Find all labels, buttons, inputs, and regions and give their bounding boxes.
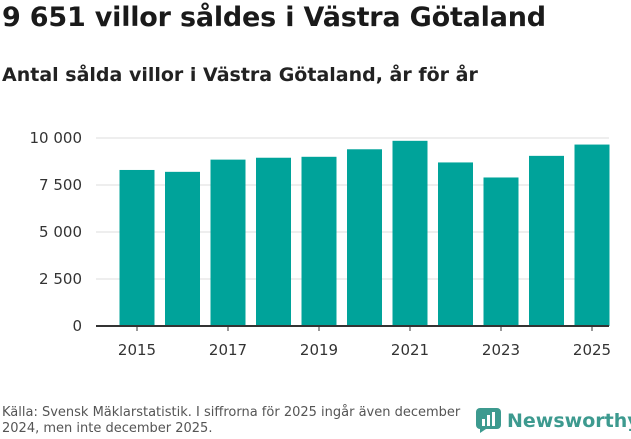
x-tick-label: 2019 [300,341,338,359]
chart-subtitle: Antal sålda villor i Västra Götaland, år… [2,64,478,86]
x-tick-label: 2025 [573,341,611,359]
chart-title: 9 651 villor såldes i Västra Götaland [2,2,546,33]
y-tick-label: 2 500 [39,270,82,288]
bars [119,140,610,326]
bar-2015[interactable] [119,169,155,326]
source-note: Källa: Svensk Mäklarstatistik. I siffror… [2,405,461,436]
y-axis-ticks: 0 2 500 5 000 7 500 10 000 [30,129,83,335]
y-tick-label: 7 500 [39,176,82,194]
x-tick-label: 2015 [118,341,156,359]
newsworthy-logo-icon [476,408,501,433]
x-tick-label: 2023 [482,341,520,359]
logo-text: Newsworthy [507,409,631,432]
x-axis-ticks: 2015 2017 2019 2021 2023 2025 [118,326,611,359]
y-tick-label: 0 [72,317,82,335]
bar-2022[interactable] [438,162,473,326]
y-tick-label: 10 000 [30,129,83,147]
bar-2017[interactable] [210,159,246,326]
bar-2018[interactable] [256,157,291,326]
x-tick-label: 2021 [391,341,429,359]
newsworthy-logo[interactable]: Newsworthy [476,408,631,433]
bar-2016[interactable] [165,171,200,326]
bar-2023[interactable] [483,177,519,326]
bar-2021[interactable] [392,140,428,326]
bar-2024[interactable] [529,155,564,326]
bar-2019[interactable] [301,156,337,326]
y-tick-label: 5 000 [39,223,82,241]
bar-2025[interactable] [574,144,610,326]
bar-2020[interactable] [347,149,382,326]
x-tick-label: 2017 [209,341,247,359]
